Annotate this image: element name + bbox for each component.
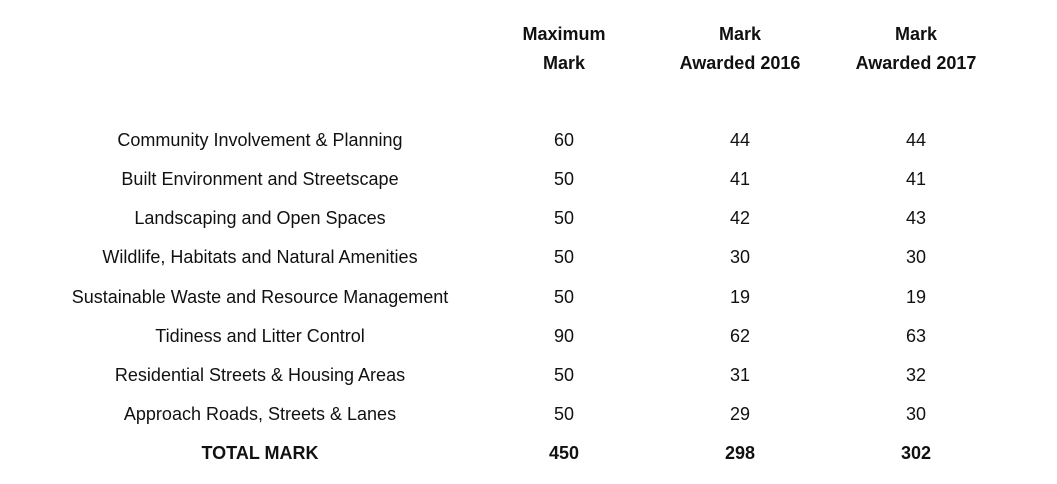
total-mark-2017: 302 — [900, 443, 932, 463]
row-category: Residential Streets & Housing Areas — [114, 365, 406, 385]
header-2016-line2: Awarded 2016 — [679, 53, 801, 73]
table-row: Built Environment and Streetscape 50 41 … — [0, 160, 1057, 199]
row-category: Approach Roads, Streets & Lanes — [123, 404, 397, 424]
table-row: Community Involvement & Planning 60 44 4… — [0, 121, 1057, 160]
total-label: TOTAL MARK — [201, 443, 319, 463]
row-mark-2016: 62 — [729, 326, 751, 346]
total-mark-2016: 298 — [724, 443, 756, 463]
table-row: Wildlife, Habitats and Natural Amenities… — [0, 238, 1057, 277]
row-mark-2017: 43 — [905, 208, 927, 228]
row-mark-2017: 41 — [905, 169, 927, 189]
row-mark-2017: 19 — [905, 287, 927, 307]
row-category: Landscaping and Open Spaces — [134, 208, 386, 228]
row-mark-2016: 41 — [729, 169, 751, 189]
row-mark-2016: 30 — [729, 247, 751, 267]
header-mark-awarded-2017: Mark Awarded 2017 — [836, 20, 996, 78]
row-mark-2017: 30 — [905, 404, 927, 424]
header-maximum-mark-line2: Mark — [542, 53, 586, 73]
header-maximum-mark-line1: Maximum — [522, 24, 606, 44]
row-maximum-mark: 50 — [553, 287, 575, 307]
row-maximum-mark: 50 — [553, 404, 575, 424]
row-mark-2016: 44 — [729, 130, 751, 150]
table-row: Residential Streets & Housing Areas 50 3… — [0, 356, 1057, 395]
total-maximum-mark: 450 — [548, 443, 580, 463]
row-mark-2017: 30 — [905, 247, 927, 267]
table-row: Landscaping and Open Spaces 50 42 43 — [0, 199, 1057, 238]
table-row: Sustainable Waste and Resource Managemen… — [0, 278, 1057, 317]
header-maximum-mark: Maximum Mark — [484, 20, 644, 78]
row-maximum-mark: 90 — [553, 326, 575, 346]
row-category: Tidiness and Litter Control — [155, 326, 365, 346]
row-maximum-mark: 50 — [553, 169, 575, 189]
row-maximum-mark: 50 — [553, 208, 575, 228]
row-mark-2016: 31 — [729, 365, 751, 385]
row-mark-2017: 44 — [905, 130, 927, 150]
header-mark-awarded-2016: Mark Awarded 2016 — [660, 20, 820, 78]
row-mark-2016: 19 — [729, 287, 751, 307]
row-mark-2016: 29 — [729, 404, 751, 424]
table-row: Tidiness and Litter Control 90 62 63 — [0, 317, 1057, 356]
row-category: Sustainable Waste and Resource Managemen… — [71, 287, 449, 307]
total-row: TOTAL MARK 450 298 302 — [0, 434, 1057, 473]
row-category: Community Involvement & Planning — [117, 130, 403, 150]
row-mark-2017: 63 — [905, 326, 927, 346]
row-maximum-mark: 50 — [553, 247, 575, 267]
row-maximum-mark: 50 — [553, 365, 575, 385]
row-mark-2016: 42 — [729, 208, 751, 228]
header-2017-line1: Mark — [894, 24, 938, 44]
header-2017-line2: Awarded 2017 — [855, 53, 977, 73]
table-row: Approach Roads, Streets & Lanes 50 29 30 — [0, 395, 1057, 434]
row-mark-2017: 32 — [905, 365, 927, 385]
header-2016-line1: Mark — [718, 24, 762, 44]
row-maximum-mark: 60 — [553, 130, 575, 150]
row-category: Built Environment and Streetscape — [121, 169, 399, 189]
row-category: Wildlife, Habitats and Natural Amenities — [102, 247, 418, 267]
